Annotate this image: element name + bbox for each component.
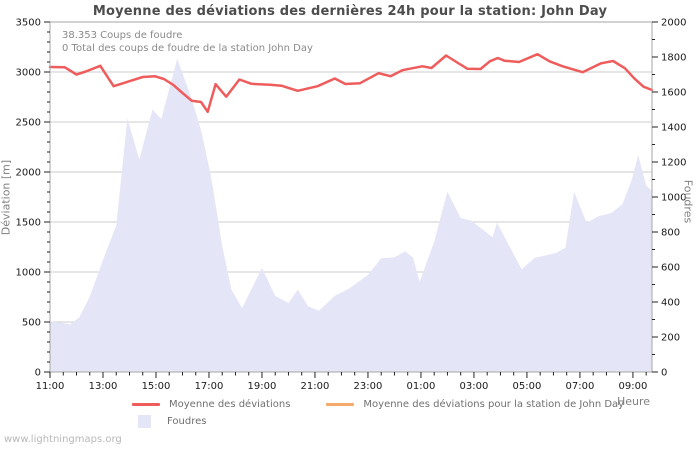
- y-right-tick-label: 800: [661, 228, 680, 239]
- y-left-tick-label: 2500: [16, 118, 41, 129]
- y-right-tick-label: 1600: [661, 88, 686, 99]
- x-tick-label: 15:00: [142, 381, 171, 392]
- x-tick-label: 03:00: [460, 381, 489, 392]
- x-axis-label: Heure: [616, 395, 650, 408]
- x-tick-label: 23:00: [354, 381, 383, 392]
- y-left-tick-label: 0: [35, 368, 41, 379]
- chart-title: Moyenne des déviations des dernières 24h…: [92, 4, 608, 19]
- y-axis-label-left: Déviation [m]: [0, 159, 13, 236]
- legend-label-station: Moyenne des déviations pour la station d…: [363, 399, 625, 410]
- y-left-tick-label: 2000: [16, 168, 41, 179]
- y-right-tick-label: 1800: [661, 53, 686, 64]
- foudres-area-series: [50, 58, 652, 373]
- y-left-tick-label: 3000: [16, 68, 41, 79]
- x-tick-label: 01:00: [407, 381, 436, 392]
- x-tick-label: 17:00: [195, 381, 224, 392]
- y-right-tick-label: 1400: [661, 123, 686, 134]
- foudres-fill-swatch: [138, 415, 151, 428]
- watermark: www.lightningmaps.org: [4, 434, 122, 445]
- y-left-tick-label: 1000: [16, 268, 41, 279]
- x-tick-label: 21:00: [301, 381, 330, 392]
- deviation-line-series: [48, 52, 654, 114]
- station-line-swatch: [326, 403, 355, 406]
- x-tick-label: 19:00: [248, 381, 277, 392]
- y-left-tick-label: 3500: [16, 18, 41, 29]
- y-right-tick-label: 1000: [661, 193, 686, 204]
- x-tick-label: 13:00: [89, 381, 118, 392]
- y-right-tick-label: 2000: [661, 18, 686, 29]
- legend-item-foudres: Foudres: [132, 415, 206, 428]
- legend-item-station: Moyenne des déviations pour la station d…: [326, 399, 624, 410]
- y-left-tick-label: 1500: [16, 218, 41, 229]
- deviation-line-swatch: [132, 403, 160, 406]
- x-tick-label: 07:00: [566, 381, 595, 392]
- legend-label-foudres: Foudres: [167, 416, 207, 427]
- y-right-tick-label: 600: [661, 263, 680, 274]
- y-right-tick-label: 200: [661, 333, 680, 344]
- legend: Moyenne des déviations Moyenne des dévia…: [132, 398, 660, 432]
- y-right-tick-label: 400: [661, 298, 680, 309]
- y-right-tick-label: 0: [661, 368, 667, 379]
- x-tick-label: 11:00: [36, 381, 65, 392]
- annotation-station-strikes: 0 Total des coups de foudre de la statio…: [62, 43, 313, 54]
- y-axis-label-right: Foudres: [681, 179, 695, 224]
- x-tick-label: 05:00: [513, 381, 542, 392]
- legend-item-deviation: Moyenne des déviations: [132, 399, 290, 410]
- legend-label-deviation: Moyenne des déviations: [169, 399, 291, 410]
- annotation-total-strikes: 38.353 Coups de foudre: [62, 30, 183, 41]
- y-right-tick-label: 1200: [661, 158, 686, 169]
- x-tick-label: 09:00: [619, 381, 648, 392]
- y-left-tick-label: 500: [22, 318, 41, 329]
